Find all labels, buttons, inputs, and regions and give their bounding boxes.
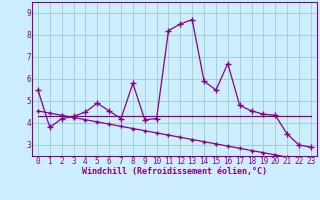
X-axis label: Windchill (Refroidissement éolien,°C): Windchill (Refroidissement éolien,°C): [82, 167, 267, 176]
